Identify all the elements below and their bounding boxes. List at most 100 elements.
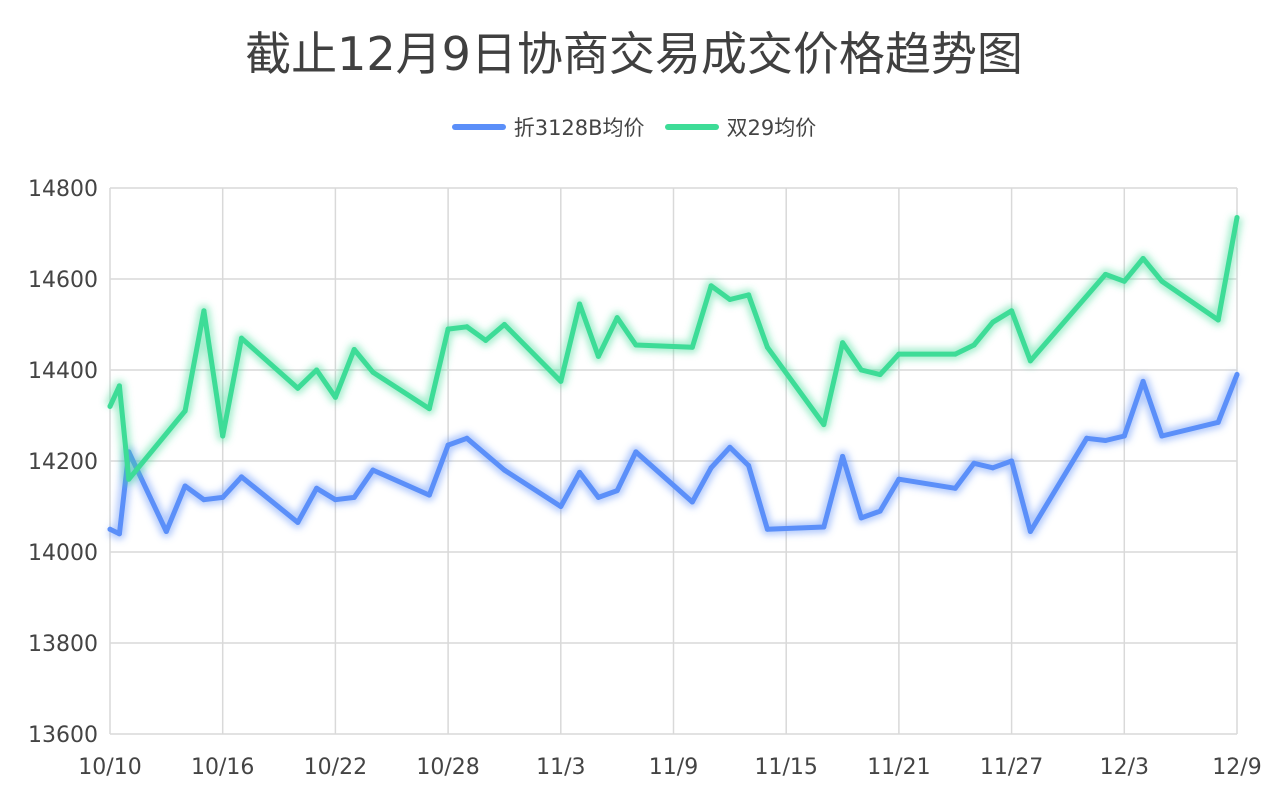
series-1-point [332,497,338,503]
series-2-point [633,342,639,348]
y-tick-label: 14400 [28,359,98,384]
series-1-point [501,467,507,473]
series-1-point [595,494,601,500]
series-1-point [708,465,714,471]
series-2-point [351,347,357,353]
series-1-point [314,485,320,491]
series-2-point [595,353,601,359]
series-1-point [1159,433,1165,439]
series-2-point [314,367,320,373]
series-1-point [821,524,827,530]
series-1-point [351,494,357,500]
series-1-point [896,476,902,482]
series-1-point [614,488,620,494]
y-tick-label: 13600 [28,723,98,748]
legend: 折3128B均价 双29均价 [0,112,1268,142]
series-2-point [464,324,470,330]
series-1-point [295,519,301,525]
legend-item-series-1[interactable]: 折3128B均价 [451,112,645,142]
series-2-point [1140,256,1146,262]
series-1-point [1215,419,1221,425]
series-2-point [689,344,695,350]
x-tick-label: 11/21 [867,755,930,780]
series-1-point [107,526,113,532]
x-tick-label: 12/3 [1100,755,1149,780]
series-2-point [238,335,244,341]
series-1-point [558,504,564,509]
x-tick-label: 11/27 [980,755,1043,780]
x-tick-label: 10/22 [304,755,367,780]
x-tick-label: 11/3 [536,755,585,780]
series-2-point [1159,278,1165,284]
series-1-point [1009,458,1015,464]
y-tick-label: 14200 [28,450,98,475]
series-2-point [107,403,113,409]
series-1-point [1234,372,1240,378]
x-tick-label: 10/16 [191,755,254,780]
series-2-point [971,342,977,348]
series-1-point [990,465,996,471]
series-1-point [238,474,244,480]
series-1-point [877,508,883,514]
series-1-point [370,467,376,473]
series-1-point [840,453,846,459]
series-1-point [971,460,977,466]
series-2-point [896,351,902,357]
series-1-point [464,435,470,441]
legend-swatch-series-1 [451,124,506,130]
series-1-point [1103,438,1109,444]
y-tick-label: 13800 [28,632,98,657]
series-2-point [126,476,132,482]
series-2-point [577,301,583,307]
series-2-point [332,394,338,400]
x-tick-label: 11/15 [754,755,817,780]
series-1-point [1140,378,1146,384]
series-1-point [746,463,752,469]
series-1-point [1084,435,1090,441]
series-2-point [727,296,733,302]
series-2-point [182,408,188,414]
legend-swatch-series-2 [664,124,719,130]
series-2-point [708,283,714,289]
series-2-point [426,406,432,412]
series-1-point [1027,529,1033,535]
series-2-point [1103,271,1109,277]
series-1-point [426,492,432,498]
series-2-point [1009,308,1015,314]
series-2-point [1215,317,1221,323]
x-tick-label: 10/10 [78,755,141,780]
series-1-point [163,529,169,535]
series-2-point [1121,278,1127,284]
series-1-point [633,449,639,455]
series-1-point [689,499,695,505]
series-1-point [445,442,451,448]
series-1-point [201,497,207,503]
series-2-point [445,326,451,332]
series-2-point [1027,358,1033,364]
series-2-point [990,319,996,325]
series-2-point [483,337,489,343]
series-2-point [746,292,752,298]
series-2-point [840,340,846,346]
series-2-point [821,422,827,428]
x-tick-label: 12/9 [1212,755,1261,780]
series-2-point [952,351,958,357]
series-1-point [220,494,226,500]
series-2-point [295,385,301,391]
series-1-point [764,526,770,532]
legend-label-series-1: 折3128B均价 [513,116,645,140]
series-2-point [877,372,883,378]
legend-label-series-2: 双29均价 [726,116,817,140]
series-2-point [764,344,770,350]
legend-item-series-2[interactable]: 双29均价 [664,112,817,142]
y-tick-label: 14000 [28,541,98,566]
series-1-point [116,531,122,537]
x-tick-label: 11/9 [649,755,698,780]
series-1-point [952,485,958,491]
y-tick-label: 14600 [28,268,98,293]
series-1-point [858,515,864,521]
series-1-point [1121,433,1127,439]
series-2-point [558,378,564,384]
series-2-point [614,315,620,321]
